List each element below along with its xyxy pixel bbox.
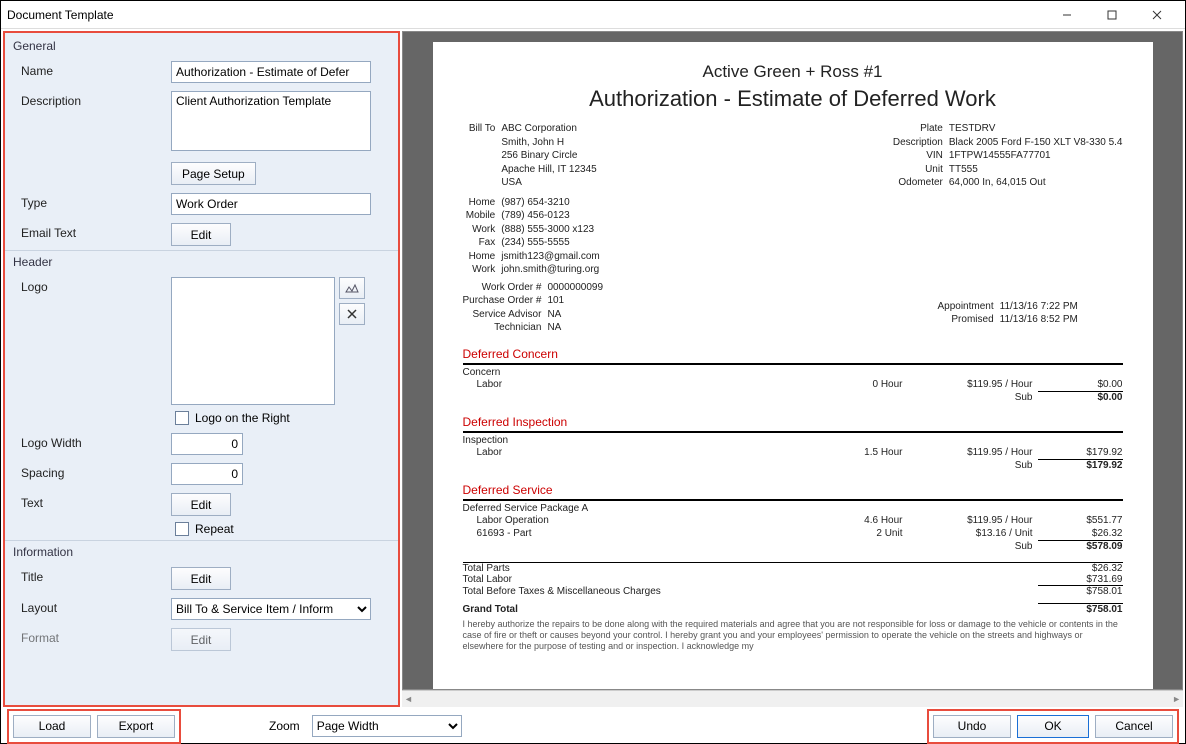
label-logo: Logo bbox=[21, 277, 171, 294]
format-edit-button[interactable]: Edit bbox=[171, 628, 231, 651]
label-layout: Layout bbox=[21, 598, 171, 615]
section-deferred-inspection: Deferred Inspection bbox=[463, 415, 1123, 431]
row-logo-width: Logo Width bbox=[5, 429, 398, 459]
bottom-bar: Load Export Zoom Page Width Undo OK Canc… bbox=[1, 709, 1185, 743]
layout-select[interactable]: Bill To & Service Item / Inform bbox=[171, 598, 371, 620]
section-deferred-service: Deferred Service bbox=[463, 483, 1123, 499]
label-logo-right: Logo on the Right bbox=[195, 411, 290, 425]
section-header: Header bbox=[5, 250, 398, 273]
logo-browse-button[interactable] bbox=[339, 277, 365, 299]
row-repeat: Repeat bbox=[5, 520, 398, 540]
row-logo: Logo bbox=[5, 273, 398, 409]
preview-page: Active Green + Ross #1 Authorization - E… bbox=[433, 42, 1153, 690]
label-text: Text bbox=[21, 493, 171, 510]
dialog-buttons: Undo OK Cancel bbox=[927, 709, 1179, 744]
label-description: Description bbox=[21, 91, 171, 108]
maximize-button[interactable] bbox=[1089, 2, 1134, 28]
name-input[interactable] bbox=[171, 61, 371, 83]
page-setup-button[interactable]: Page Setup bbox=[171, 162, 256, 185]
logo-preview[interactable] bbox=[171, 277, 335, 405]
header-text-edit-button[interactable]: Edit bbox=[171, 493, 231, 516]
label-format: Format bbox=[21, 628, 171, 645]
row-logo-right: Logo on the Right bbox=[5, 409, 398, 429]
title-edit-button[interactable]: Edit bbox=[171, 567, 231, 590]
preview-title: Authorization - Estimate of Deferred Wor… bbox=[463, 86, 1123, 112]
load-button[interactable]: Load bbox=[13, 715, 91, 738]
preview-header-block: Bill ToABC Corporation Smith, John H 256… bbox=[463, 122, 1123, 335]
close-button[interactable] bbox=[1134, 2, 1179, 28]
row-name: Name bbox=[5, 57, 398, 87]
spacing-input[interactable] bbox=[171, 463, 243, 485]
window-controls bbox=[1044, 2, 1179, 28]
label-type: Type bbox=[21, 193, 171, 210]
type-input[interactable] bbox=[171, 193, 371, 215]
settings-panel: General Name Description Client Authoriz… bbox=[3, 31, 400, 707]
logo-width-input[interactable] bbox=[171, 433, 243, 455]
titlebar: Document Template bbox=[1, 1, 1185, 29]
repeat-checkbox[interactable] bbox=[175, 522, 189, 536]
description-input[interactable]: Client Authorization Template bbox=[171, 91, 371, 151]
label-repeat: Repeat bbox=[195, 522, 234, 536]
label-title: Title bbox=[21, 567, 171, 584]
row-page-setup: Page Setup bbox=[5, 158, 398, 189]
zoom-select[interactable]: Page Width bbox=[312, 715, 462, 737]
load-export-group: Load Export bbox=[7, 709, 181, 744]
section-information: Information bbox=[5, 540, 398, 563]
logo-area bbox=[171, 277, 388, 405]
row-format: Format Edit bbox=[5, 624, 398, 655]
row-email-text: Email Text Edit bbox=[5, 219, 398, 250]
logo-buttons bbox=[339, 277, 365, 405]
label-logo-width: Logo Width bbox=[21, 433, 171, 450]
preview-fine-print: I hereby authorize the repairs to be don… bbox=[463, 619, 1123, 653]
preview-viewport[interactable]: Active Green + Ross #1 Authorization - E… bbox=[402, 31, 1183, 690]
undo-button[interactable]: Undo bbox=[933, 715, 1011, 738]
label-name: Name bbox=[21, 61, 171, 78]
row-title: Title Edit bbox=[5, 563, 398, 594]
row-text: Text Edit bbox=[5, 489, 398, 520]
zoom-area: Zoom Page Width bbox=[269, 715, 462, 737]
email-text-edit-button[interactable]: Edit bbox=[171, 223, 231, 246]
label-email-text: Email Text bbox=[21, 223, 171, 240]
section-deferred-concern: Deferred Concern bbox=[463, 347, 1123, 363]
window-title: Document Template bbox=[7, 8, 1044, 22]
label-spacing: Spacing bbox=[21, 463, 171, 480]
row-description: Description Client Authorization Templat… bbox=[5, 87, 398, 158]
row-type: Type bbox=[5, 189, 398, 219]
export-button[interactable]: Export bbox=[97, 715, 175, 738]
document-template-window: Document Template General Name Descripti… bbox=[0, 0, 1186, 744]
row-spacing: Spacing bbox=[5, 459, 398, 489]
cancel-button[interactable]: Cancel bbox=[1095, 715, 1173, 738]
ok-button[interactable]: OK bbox=[1017, 715, 1089, 738]
minimize-button[interactable] bbox=[1044, 2, 1089, 28]
zoom-label: Zoom bbox=[269, 719, 300, 733]
settings-scroll[interactable]: General Name Description Client Authoriz… bbox=[5, 33, 398, 705]
row-layout: Layout Bill To & Service Item / Inform bbox=[5, 594, 398, 624]
logo-right-checkbox[interactable] bbox=[175, 411, 189, 425]
preview-company: Active Green + Ross #1 bbox=[463, 62, 1123, 82]
preview-h-scrollbar[interactable]: ◄► bbox=[402, 690, 1183, 707]
preview-panel: Active Green + Ross #1 Authorization - E… bbox=[402, 31, 1183, 707]
section-general: General bbox=[5, 35, 398, 57]
body: General Name Description Client Authoriz… bbox=[1, 29, 1185, 709]
logo-clear-button[interactable] bbox=[339, 303, 365, 325]
